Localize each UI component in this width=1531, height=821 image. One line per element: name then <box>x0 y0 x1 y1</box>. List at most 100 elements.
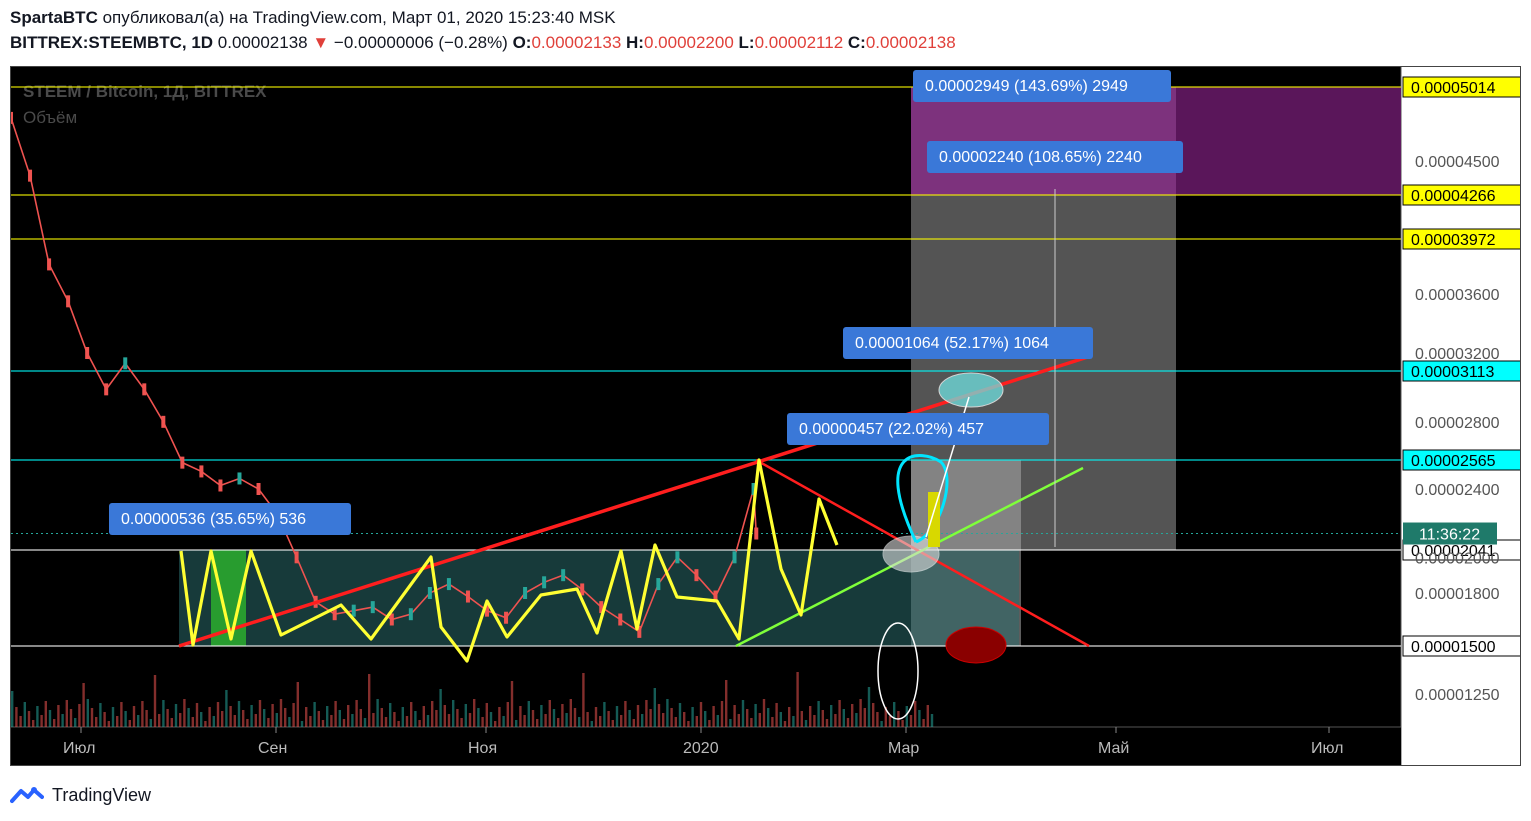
volume-bar <box>783 721 787 727</box>
volume-bar <box>212 716 215 727</box>
volume-bar <box>216 702 220 727</box>
time-tick-label-1: Сен <box>258 740 287 757</box>
author-name[interactable]: SpartaBTC <box>10 8 98 27</box>
volume-bar <box>179 713 182 727</box>
volume-bar <box>918 710 921 727</box>
price-point-4 <box>85 347 90 359</box>
volume-bar <box>624 701 627 727</box>
chart-area[interactable]: STEEM / Bitcoin, 1Д, BITTREX Объём 0.00005… <box>10 66 1521 766</box>
volume-bar <box>720 701 724 727</box>
volume-bar <box>447 714 451 727</box>
volume-bar <box>645 700 648 727</box>
volume-bar <box>183 699 186 727</box>
volume-bar <box>439 689 442 727</box>
volume-bar <box>750 718 753 727</box>
volume-bar <box>208 707 211 727</box>
volume-bar <box>334 701 337 727</box>
time-tick-label-6: Июл <box>1311 740 1343 757</box>
price-point-3 <box>66 295 71 308</box>
volume-bar <box>263 709 266 727</box>
volume-bar <box>561 704 564 727</box>
volume-bar <box>620 715 623 727</box>
volume-bar <box>452 700 455 727</box>
volume-bar <box>246 719 249 727</box>
volume-bar <box>531 710 535 727</box>
time-tick-label-5: Май <box>1098 740 1129 757</box>
volume-bar <box>195 703 199 727</box>
volume-bar <box>796 672 799 727</box>
volume-bar <box>872 703 875 727</box>
volume-bar <box>99 703 102 727</box>
volume-bar <box>191 717 194 727</box>
volume-bar <box>468 713 472 727</box>
volume-bar <box>418 720 421 727</box>
price-point-11 <box>218 479 223 492</box>
low-value: 0.00002112 <box>754 33 844 52</box>
volume-bar <box>254 714 257 727</box>
volume-bar <box>527 701 530 727</box>
volume-bar <box>15 707 18 727</box>
volume-bar <box>498 707 501 727</box>
volume-bar <box>426 715 430 727</box>
close-label: C: <box>847 33 866 52</box>
volume-bar <box>414 711 417 727</box>
level-tag-text-5: 0.00002041 <box>1411 543 1496 560</box>
price-chart[interactable]: STEEM / Bitcoin, 1Д, BITTREX Объём 0.00005… <box>11 67 1521 766</box>
volume-bar <box>275 713 278 727</box>
volume-bar <box>120 702 123 727</box>
volume-bar <box>691 707 694 727</box>
symbol-name[interactable]: BITTREX:STEEMBTC, 1D <box>10 33 214 52</box>
measure-label-box-0 <box>913 70 1171 102</box>
volume-bar <box>788 707 791 727</box>
low-label: L: <box>738 33 755 52</box>
time-tick-label-0: Июл <box>63 740 95 757</box>
volume-bar <box>221 711 224 727</box>
price-point-17 <box>332 608 337 621</box>
volume-bar <box>519 706 522 727</box>
price-point-29 <box>561 569 566 582</box>
volume-bar <box>544 714 547 727</box>
volume-bar <box>834 714 837 727</box>
price-point-7 <box>142 383 147 396</box>
volume-bar <box>678 703 682 727</box>
level-tag-1 <box>1402 184 1520 206</box>
volume-bar <box>821 710 824 727</box>
high-label: H: <box>626 33 644 52</box>
volume-bar <box>880 721 883 727</box>
volume-bar <box>397 721 400 727</box>
volume-bar <box>384 717 388 727</box>
volume-bar <box>662 713 665 727</box>
volume-bar <box>485 703 488 727</box>
measure-label-text-1: 0.00002240 (108.65%) 2240 <box>939 149 1142 166</box>
price-point-20 <box>389 613 394 626</box>
volume-bar <box>48 710 52 727</box>
price-point-0 <box>11 111 13 124</box>
volume-bar <box>422 706 425 727</box>
trendline-resistance <box>178 354 1092 648</box>
volume-bar <box>557 718 560 727</box>
volume-bar <box>670 708 673 727</box>
tradingview-logo-icon[interactable] <box>10 785 44 805</box>
volume-bar <box>90 708 94 727</box>
volume-bar <box>36 706 39 727</box>
volume-bar <box>674 717 677 727</box>
volume-bar <box>863 708 866 727</box>
brand-name[interactable]: TradingView <box>52 784 152 805</box>
volume-bar <box>683 712 686 727</box>
volume-bar <box>82 683 85 727</box>
price-point-6 <box>123 357 128 370</box>
volume-bar <box>922 719 925 727</box>
target-ellipse <box>938 372 1004 408</box>
time-tick-label-2: Ноя <box>468 740 497 757</box>
publish-line: SpartaBTC опубликовал(а) на TradingView.… <box>10 8 616 28</box>
volume-bar <box>460 718 463 727</box>
volume-bar <box>132 706 136 727</box>
volume-bar <box>162 700 165 727</box>
level-tag-2 <box>1402 228 1520 250</box>
volume-bar <box>817 701 820 727</box>
volume-bar <box>57 705 60 727</box>
measure-label-text-4: 0.00000536 (35.65%) 536 <box>121 511 306 528</box>
volume-bar <box>78 704 81 727</box>
volume-bar <box>267 718 270 727</box>
price-point-8 <box>161 415 166 428</box>
